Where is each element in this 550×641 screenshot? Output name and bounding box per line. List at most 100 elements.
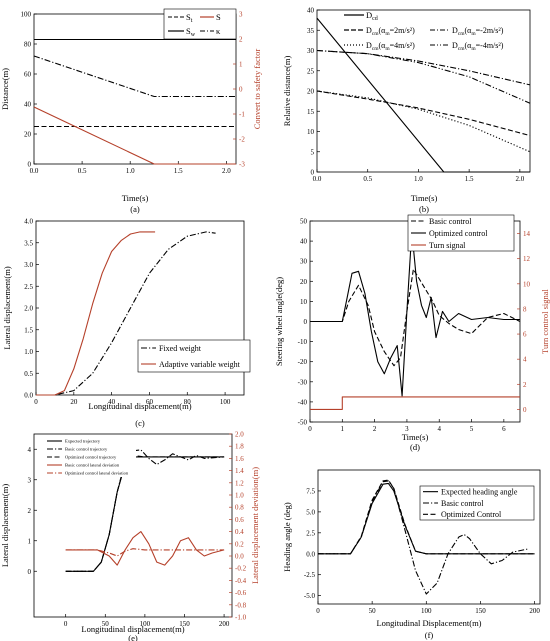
y-tick-label: 15 (307, 108, 315, 116)
x-tick-label: 1.0 (126, 167, 135, 175)
x-tick-label: 150 (179, 620, 190, 628)
x-tick-label: 40 (108, 398, 116, 406)
y-tick-label: 20 (300, 278, 308, 286)
y-tick-label: 2 (28, 507, 32, 515)
y-tick-label: 4 (28, 446, 32, 454)
legend-entry: Adaptive variable weight (159, 360, 241, 369)
y-tick-label: 40 (307, 7, 315, 15)
y2-tick-label: 0 (523, 406, 527, 414)
legend: Expected trajectory Basic control traject… (44, 437, 136, 477)
series-line-1 (310, 268, 521, 367)
y-tick-label: 10 (300, 298, 308, 306)
y-tick-label: -30 (298, 378, 308, 386)
series-line-2 (316, 90, 531, 137)
legend-entry: Optimized control (429, 229, 488, 238)
y-tick-label: -50 (298, 419, 308, 427)
chart-panel-f: 0 50 100 150 200 -5.0 -2.5 0.0 2.5 5.0 7.5 Longitud… (282, 469, 541, 640)
y-tick-label: -5.0 (304, 592, 316, 600)
series-line-2 (65, 449, 225, 572)
y-axis-label: Lateral displacement(m) (0, 484, 10, 567)
y2-tick-label: -0.2 (235, 565, 247, 573)
x-axis-label: Time(s) (411, 193, 438, 203)
series-line-1 (36, 231, 216, 396)
y-tick-label: -40 (298, 398, 308, 406)
y-tick-label: -20 (298, 358, 308, 366)
y-tick-label: 3.0 (24, 261, 33, 269)
y-tick-label: 0 (311, 169, 315, 177)
x-tick-label: 0.5 (78, 167, 87, 175)
y2-tick-label: 0.4 (235, 528, 244, 536)
legend: Expected heading angle Basic control Optim… (419, 485, 535, 521)
x-tick-label: 1.5 (465, 175, 474, 183)
panel-label: (a) (130, 204, 140, 214)
x-tick-label: 1.5 (174, 167, 183, 175)
x-tick-label: 150 (475, 607, 486, 615)
legend-panel-a: St S Sw κ (163, 8, 237, 40)
x-tick-label: 3 (405, 425, 409, 433)
panel-label: (b) (419, 204, 429, 214)
y-tick-label: 60 (24, 71, 32, 79)
legend-sw: Sw (186, 26, 196, 38)
chart-panel-e: 0 50 100 150 200 0 1 2 3 4 -1.0 -0.8 -0.6 -0.4 -0.2 0.0… (0, 431, 260, 641)
x-tick-label: 2.0 (515, 175, 524, 183)
y-tick-label: 0.0 (24, 392, 33, 400)
y-tick-label: 0.5 (24, 370, 33, 378)
y2-tick-label: 1.8 (235, 443, 244, 451)
x-tick-label: 60 (146, 398, 154, 406)
legend: Basic control Optimized control Turn signa… (407, 214, 515, 252)
series-line-3 (65, 454, 225, 572)
y-tick-label: -10 (298, 338, 308, 346)
x-tick-label: 50 (102, 620, 110, 628)
y-tick-label: 2.5 (306, 529, 315, 537)
legend-entry: Expected heading angle (441, 487, 518, 496)
chart-panel-c: 0 20 40 60 80 100 0.0 0.5 1.0 1.5 2.0 2.5 3.0 3.5 4.0 L… (2, 218, 251, 428)
series-line-1 (316, 17, 530, 173)
legend-entry: Expected trajectory (65, 439, 101, 444)
y-tick-label: 50 (300, 218, 308, 226)
y-tick-label: 5 (311, 148, 315, 156)
y-tick-label: 30 (300, 258, 308, 266)
y-tick-label: 2.5 (24, 283, 33, 291)
y2-tick-label: -3 (239, 161, 245, 169)
x-tick-label: 0 (64, 620, 68, 628)
x-tick-label: 0 (34, 398, 38, 406)
legend-kappa: κ (216, 26, 221, 36)
y-tick-label: 20 (307, 88, 315, 96)
legend-dcm-4: Dcm(αm=4m/s²) (366, 41, 415, 52)
y2-tick-label: -0.8 (235, 601, 247, 609)
y-tick-label: 0 (304, 318, 308, 326)
y2-tick-label: 10 (523, 280, 531, 288)
x-axis-label: Longitudinal displacement(m) (88, 401, 191, 411)
y2-axis-label: Lateral displacement deviation(m) (250, 467, 260, 584)
x-axis-label: Longitudinal Displacement(m) (376, 618, 481, 628)
y-tick-label: 20 (24, 131, 32, 139)
y-tick-label: 3.5 (24, 239, 33, 247)
legend-entry: Optimized control lateral deviation (65, 471, 129, 476)
x-tick-label: 4 (437, 425, 441, 433)
plot-frame (33, 433, 233, 618)
x-tick-label: 0.5 (363, 175, 372, 183)
x-axis-label: Time(s) (122, 193, 149, 203)
legend-entry: Basic control trajectory (65, 447, 108, 452)
y2-tick-label: 0.0 (235, 553, 244, 561)
y-tick-label: -2.5 (304, 571, 316, 579)
legend-entry: Fixed weight (159, 344, 202, 353)
y2-tick-label: 2 (239, 36, 243, 44)
y2-tick-label: 1.0 (235, 492, 244, 500)
y-tick-label: 7.5 (306, 487, 315, 495)
panel-label: (f) (425, 630, 434, 640)
legend-s: S (216, 12, 221, 22)
y-tick-label: 40 (24, 101, 32, 109)
series-line-4 (316, 90, 531, 153)
y2-tick-label: 2.0 (235, 431, 244, 439)
x-tick-label: 80 (184, 398, 192, 406)
y-tick-label: 1.5 (24, 326, 33, 334)
x-tick-label: 100 (421, 607, 432, 615)
x-tick-label: 200 (219, 620, 230, 628)
x-axis-label: Longitudinal displacement(m) (81, 624, 184, 634)
legend-dcm-neg2: Dcm(αm=-2m/s²) (452, 26, 504, 37)
legend-dcd: Dcd (366, 10, 378, 22)
y-tick-label: 2.0 (24, 305, 33, 313)
legend-entry: Optimized control trajectory (65, 455, 117, 460)
